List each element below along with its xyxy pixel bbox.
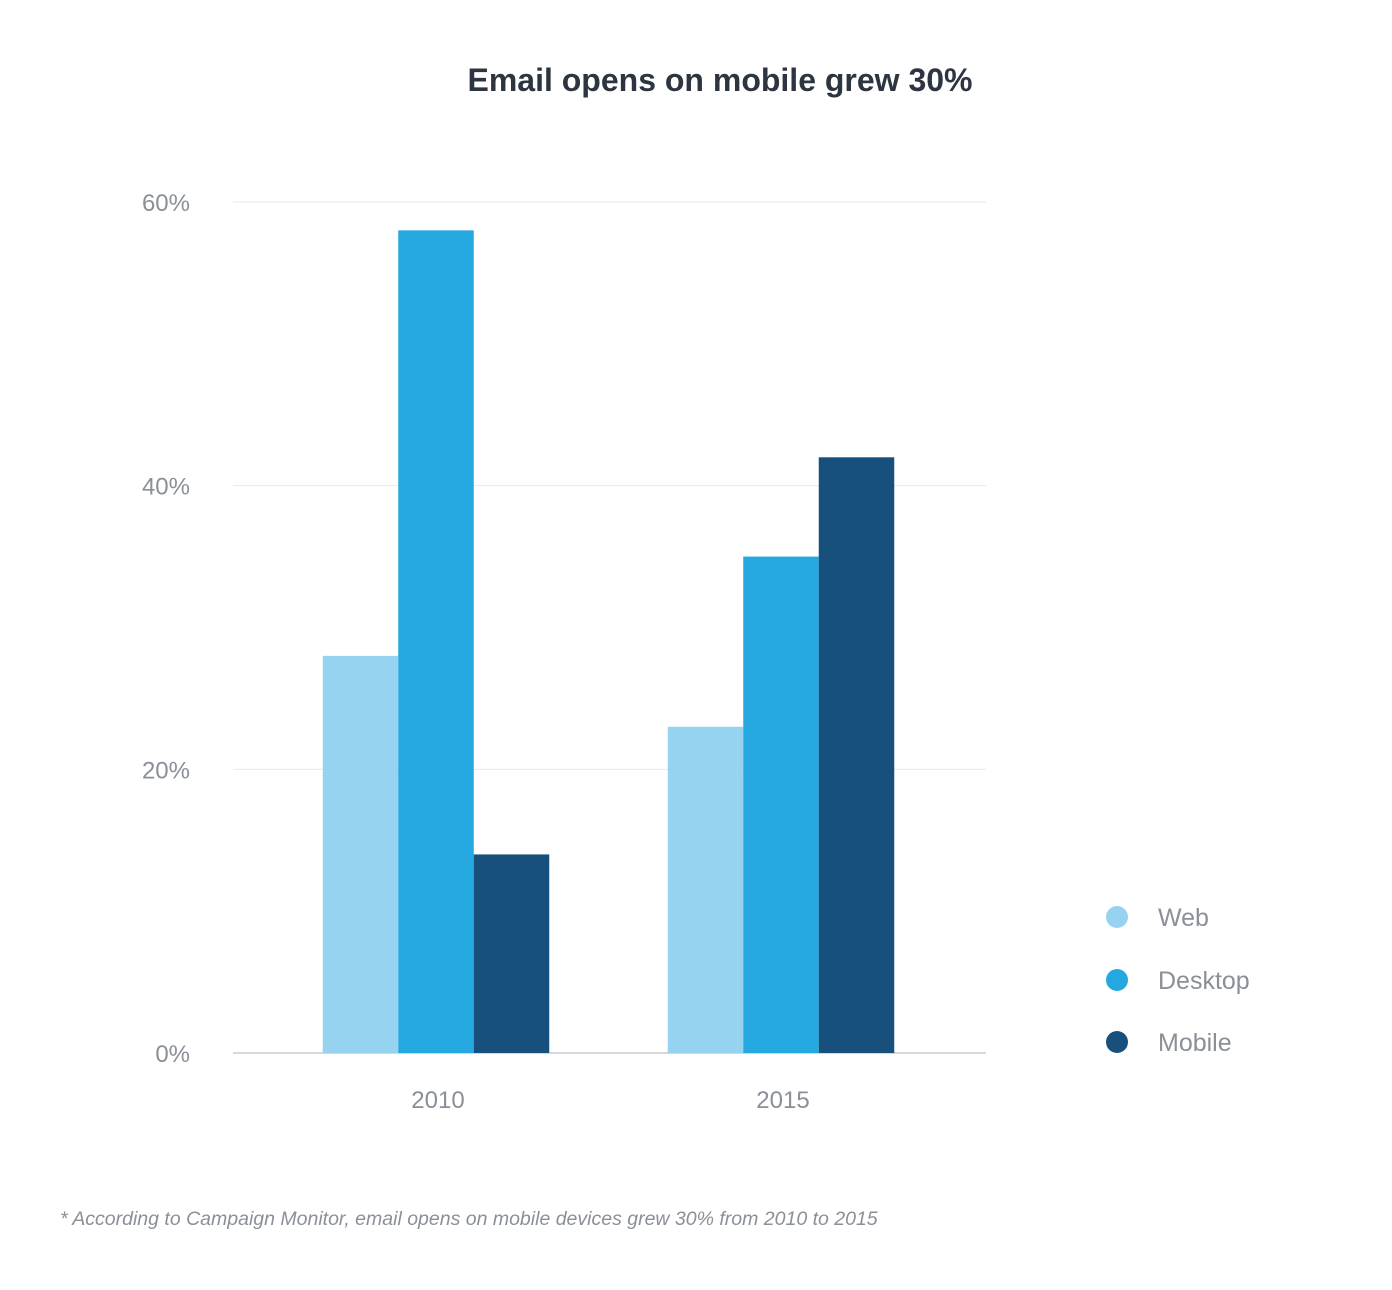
bar-mobile-2015 bbox=[818, 457, 895, 1053]
bar-mobile-2010 bbox=[473, 854, 550, 1053]
legend-label: Desktop bbox=[1158, 967, 1250, 995]
legend-label: Web bbox=[1158, 904, 1209, 932]
legend: Web Desktop Mobile bbox=[1106, 904, 1250, 1057]
bars bbox=[322, 230, 895, 1053]
y-tick-label: 40% bbox=[142, 474, 190, 501]
chart-title: Email opens on mobile grew 30% bbox=[467, 62, 972, 98]
legend-label: Mobile bbox=[1158, 1029, 1232, 1057]
bar-web-2015 bbox=[667, 726, 744, 1053]
bar-web-2010 bbox=[322, 655, 399, 1053]
x-tick-label: 2015 bbox=[756, 1087, 809, 1114]
footnote: * According to Campaign Monitor, email o… bbox=[60, 1208, 878, 1230]
x-axis-ticks: 2010 2015 bbox=[411, 1087, 809, 1114]
x-tick-label: 2010 bbox=[411, 1087, 464, 1114]
bar-desktop-2015 bbox=[743, 556, 819, 1053]
legend-swatch-web bbox=[1106, 906, 1128, 928]
bar-desktop-2010 bbox=[398, 230, 474, 1053]
y-tick-label: 20% bbox=[142, 757, 190, 784]
y-axis-ticks: 0% 20% 40% 60% bbox=[142, 190, 190, 1068]
legend-swatch-mobile bbox=[1106, 1031, 1128, 1053]
y-tick-label: 60% bbox=[142, 190, 190, 217]
legend-swatch-desktop bbox=[1106, 969, 1128, 991]
y-tick-label: 0% bbox=[155, 1041, 190, 1068]
